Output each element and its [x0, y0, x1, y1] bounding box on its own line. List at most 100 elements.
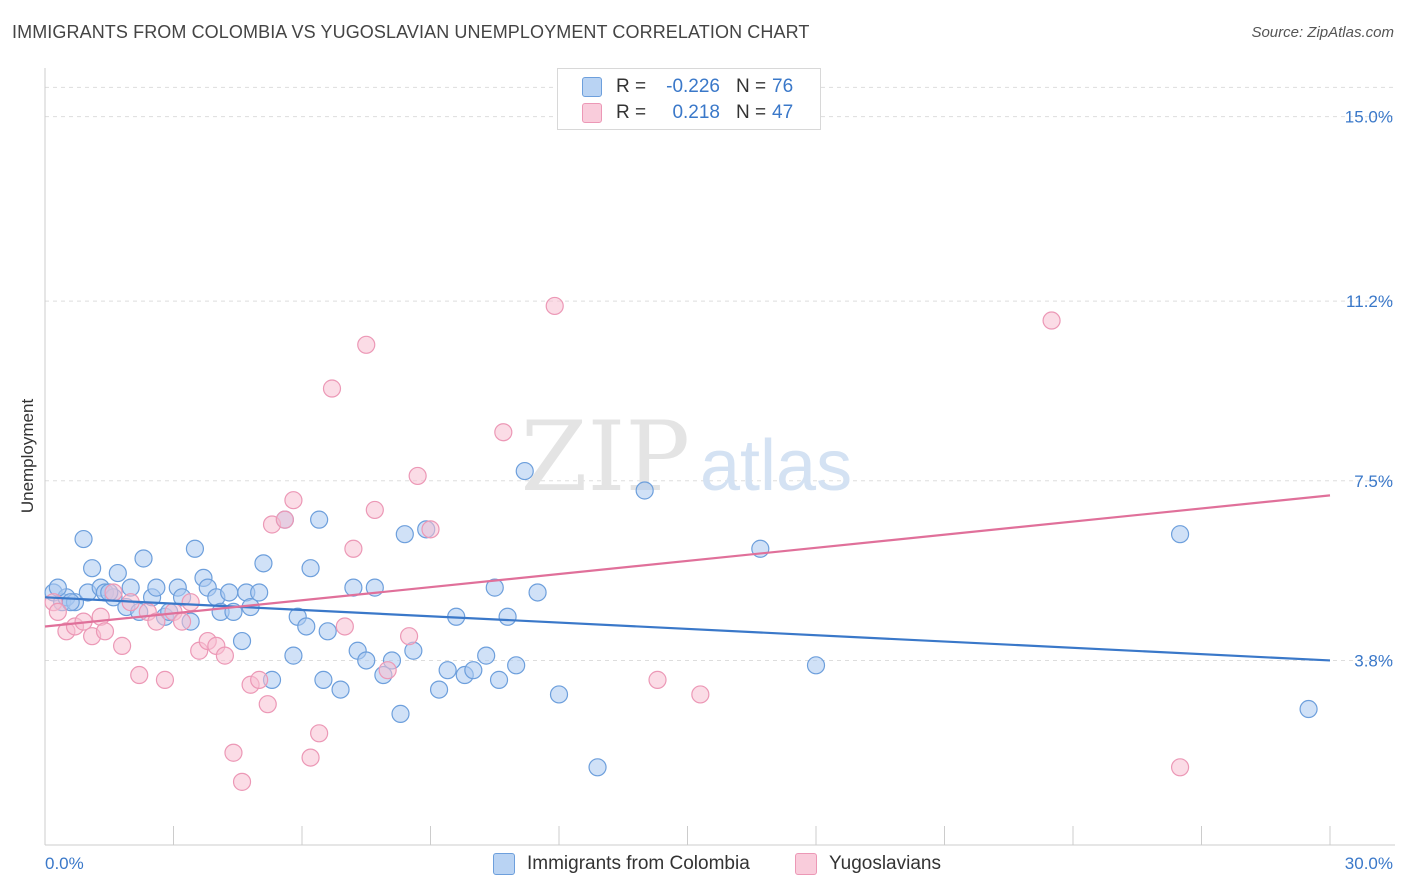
yugoslavian-point [95, 622, 115, 641]
colombia-point [391, 704, 410, 723]
colombia-point [314, 670, 333, 689]
yugoslavian-point [365, 500, 384, 520]
yugoslavian-point [301, 748, 320, 767]
yugoslavian-point [322, 379, 342, 398]
yugoslavian-point [357, 335, 376, 354]
axes [44, 68, 1395, 846]
colombia-point [498, 607, 517, 626]
colombia-point [1299, 699, 1318, 719]
legend-swatch-pink [582, 103, 602, 123]
bottom-legend-swatch-pink [795, 853, 817, 875]
colombia-point [108, 563, 127, 583]
bottom-legend-swatch-blue [493, 853, 515, 875]
colombia-point [588, 758, 607, 777]
data-points [44, 296, 1318, 791]
colombia-trend-line [44, 596, 1331, 662]
colombia-point [310, 510, 329, 529]
y-tick-label: 3.8% [1354, 651, 1393, 670]
legend-row-yugoslavians: R = 0.218 N = 47 [582, 101, 793, 125]
yugoslavian-point [1170, 758, 1190, 777]
bottom-legend-colombia: Immigrants from Colombia [493, 852, 750, 876]
yugoslavian-point [181, 593, 200, 612]
tick-labels: 3.8% 7.5% 11.2% 15.0% 0.0% 30.0% [45, 108, 1393, 873]
colombia-point [301, 559, 320, 578]
correlation-legend: R = -0.226 N = 76 R = 0.218 N = 47 [557, 68, 821, 130]
yugoslavian-point [215, 646, 234, 665]
colombia-point [331, 680, 350, 699]
colombia-point [489, 670, 509, 689]
bottom-legend-label: Immigrants from Colombia [527, 853, 750, 874]
colombia-point [477, 646, 496, 665]
yugoslavian-point [224, 743, 243, 762]
colombia-point [1170, 525, 1190, 544]
yugoslavian-point [378, 661, 397, 680]
yugoslavian-trend-line [44, 494, 1331, 628]
colombia-point [220, 583, 239, 602]
yugoslavian-point [112, 636, 132, 655]
y-tick-label: 15.0% [1345, 108, 1393, 127]
colombia-point [147, 578, 166, 597]
bottom-legend-label: Yugoslavians [829, 853, 941, 874]
legend-r-value: -0.226 [666, 76, 720, 97]
yugoslavian-point [232, 772, 252, 791]
colombia-point [507, 656, 526, 675]
yugoslavian-point [335, 617, 354, 636]
yugoslavian-point [258, 695, 277, 714]
legend-n-value: 47 [772, 102, 794, 123]
yugoslavian-point [648, 670, 667, 689]
x-tick-label: 30.0% [1345, 854, 1393, 873]
yugoslavian-point [130, 665, 149, 685]
yugoslavian-point [408, 466, 427, 486]
colombia-point [549, 685, 569, 704]
y-tick-label: 11.2% [1346, 292, 1393, 311]
yugoslavian-point [155, 670, 175, 689]
yugoslavian-point [172, 612, 192, 631]
colombia-point [485, 578, 504, 597]
legend-swatch-blue [582, 77, 602, 97]
colombia-point [74, 529, 93, 549]
watermark-atlas: atlas [700, 426, 852, 506]
legend-n-label: N = [736, 76, 767, 97]
colombia-point [284, 646, 303, 665]
yugoslavian-point [691, 685, 710, 704]
colombia-point [254, 554, 273, 573]
yugoslavian-point [494, 423, 513, 442]
yugoslavian-point [344, 539, 363, 558]
trend-lines [44, 494, 1331, 662]
colombia-point [806, 656, 826, 675]
x-tick-label: 0.0% [45, 854, 84, 873]
colombia-point [357, 651, 376, 670]
colombia-point [134, 549, 153, 568]
yugoslavian-point [1042, 311, 1061, 330]
legend-r-label: R = [616, 76, 647, 97]
watermark-zip: ZIP [521, 401, 690, 513]
yugoslavian-point [399, 627, 419, 646]
colombia-point [232, 631, 252, 651]
colombia-point [395, 525, 414, 544]
colombia-point [464, 661, 483, 680]
grid-lines [45, 86, 1395, 661]
colombia-point [83, 559, 102, 578]
colombia-point [515, 461, 534, 481]
legend-r-value: 0.218 [672, 102, 720, 123]
yugoslavian-point [250, 670, 269, 689]
yugoslavian-point [147, 612, 166, 631]
yugoslavian-point [284, 491, 303, 510]
legend-r-label: R = [616, 102, 647, 123]
yugoslavian-point [275, 510, 294, 529]
legend-n-value: 76 [772, 76, 794, 97]
source-label: Source: ZipAtlas.com [1251, 24, 1394, 41]
yugoslavian-point [545, 296, 564, 316]
colombia-point [635, 481, 654, 500]
colombia-point [344, 578, 363, 597]
colombia-point [438, 661, 457, 680]
colombia-point [185, 539, 205, 558]
y-axis-label: Unemployment [18, 398, 37, 514]
yugoslavian-point [104, 583, 123, 602]
yugoslavian-point [310, 724, 329, 743]
colombia-point [297, 617, 316, 636]
yugoslavian-point [48, 602, 67, 622]
bottom-legend-yugoslavians: Yugoslavians [795, 852, 941, 876]
legend-row-colombia: R = -0.226 N = 76 [582, 75, 793, 99]
